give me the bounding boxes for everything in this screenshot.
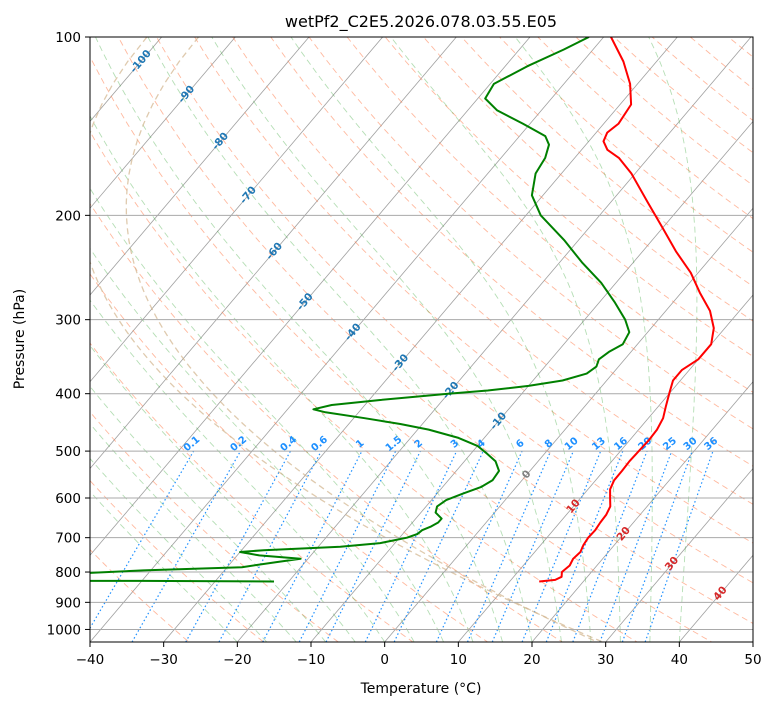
x-tick-label: −10 bbox=[297, 652, 326, 668]
isotherm-line bbox=[310, 120, 753, 642]
moist-adiabat bbox=[90, 115, 474, 642]
isotherm-line bbox=[90, 37, 310, 296]
x-tick-label: 30 bbox=[597, 652, 614, 668]
isotherm-line bbox=[90, 37, 604, 642]
isotherm-line bbox=[90, 37, 236, 209]
y-tick-label: 700 bbox=[55, 531, 81, 547]
mixing-ratio-line bbox=[466, 450, 552, 642]
moist-adiabat bbox=[90, 385, 327, 642]
isotherm-line bbox=[90, 37, 531, 556]
moist-adiabat bbox=[90, 490, 238, 642]
dry-adiabat bbox=[384, 37, 753, 357]
x-tick-label: 40 bbox=[671, 652, 688, 668]
mixing-ratio-line bbox=[435, 450, 523, 642]
mixing-ratio-line bbox=[185, 450, 291, 642]
y-tick-label: 200 bbox=[55, 208, 81, 224]
dry-adiabat bbox=[308, 37, 753, 430]
isotherm-line bbox=[90, 37, 383, 383]
x-axis: −40 −30 −20 −10 0 10 20 30 40 50 bbox=[76, 642, 762, 668]
mixing-ratio-line bbox=[621, 450, 693, 642]
moist-adiabat bbox=[95, 37, 503, 642]
moist-adiabat bbox=[290, 37, 592, 642]
x-tick-label: 10 bbox=[450, 652, 467, 668]
mixing-ratio-line bbox=[521, 450, 602, 642]
dewpoint-line bbox=[90, 37, 631, 583]
y-tick-label: 100 bbox=[55, 30, 81, 46]
moist-adiabat bbox=[90, 187, 445, 642]
boundary-curve bbox=[90, 37, 603, 642]
y-tick-label: 1000 bbox=[47, 622, 81, 638]
moist-adiabat bbox=[90, 457, 268, 642]
isotherm-line bbox=[90, 37, 457, 470]
y-axis-label: Pressure (hPa) bbox=[12, 289, 28, 389]
y-tick-label: 600 bbox=[55, 491, 81, 507]
mixing-ratio-line bbox=[364, 450, 458, 642]
pressure-gridlines bbox=[90, 37, 753, 630]
chart-title: wetPf2_C2E5.2026.078.03.55.E05 bbox=[285, 12, 557, 32]
x-tick-label: −30 bbox=[149, 652, 178, 668]
temperature-line bbox=[539, 37, 715, 583]
isotherm-line bbox=[237, 37, 752, 642]
moist-adiabat bbox=[90, 299, 386, 642]
y-tick-label: 300 bbox=[55, 313, 81, 329]
moist-adiabat bbox=[90, 247, 415, 642]
isotherm-line bbox=[605, 467, 753, 642]
mixing-ratio-line bbox=[644, 450, 714, 642]
mixing-ratio-line bbox=[90, 450, 195, 630]
dry-adiabat bbox=[90, 548, 190, 642]
y-tick-label: 900 bbox=[55, 595, 81, 611]
y-tick-label: 800 bbox=[55, 565, 81, 581]
y-tick-label: 500 bbox=[55, 444, 81, 460]
y-axis: 100 200 300 400 500 600 700 800 900 1000 bbox=[47, 30, 90, 638]
isotherm-line bbox=[531, 381, 753, 642]
x-tick-label: 50 bbox=[744, 652, 761, 668]
x-tick-label: −40 bbox=[76, 652, 105, 668]
moist-adiabat bbox=[514, 37, 653, 642]
mixing-ratio-line bbox=[131, 450, 241, 642]
x-tick-label: 0 bbox=[380, 652, 389, 668]
mixing-ratio-line bbox=[491, 450, 574, 642]
boundary-curve bbox=[125, 37, 598, 642]
mixing-ratio-line bbox=[218, 450, 322, 642]
moist-adiabat bbox=[211, 37, 562, 642]
x-tick-label: 20 bbox=[523, 652, 540, 668]
x-tick-label: −20 bbox=[223, 652, 252, 668]
x-axis-label: Temperature (°C) bbox=[360, 681, 482, 697]
isotherm-line bbox=[458, 294, 753, 642]
y-tick-label: 400 bbox=[55, 387, 81, 403]
plot-frame bbox=[89, 36, 754, 643]
sounding-series bbox=[90, 37, 715, 583]
isotherm-line bbox=[163, 37, 678, 642]
moist-adiabat bbox=[390, 37, 621, 642]
mixing-ratio-line bbox=[325, 450, 421, 642]
moist-adiabat bbox=[90, 423, 297, 642]
isotherm-line bbox=[384, 207, 753, 642]
moist-adiabat bbox=[648, 37, 698, 642]
mixing-ratio-line bbox=[393, 450, 484, 642]
